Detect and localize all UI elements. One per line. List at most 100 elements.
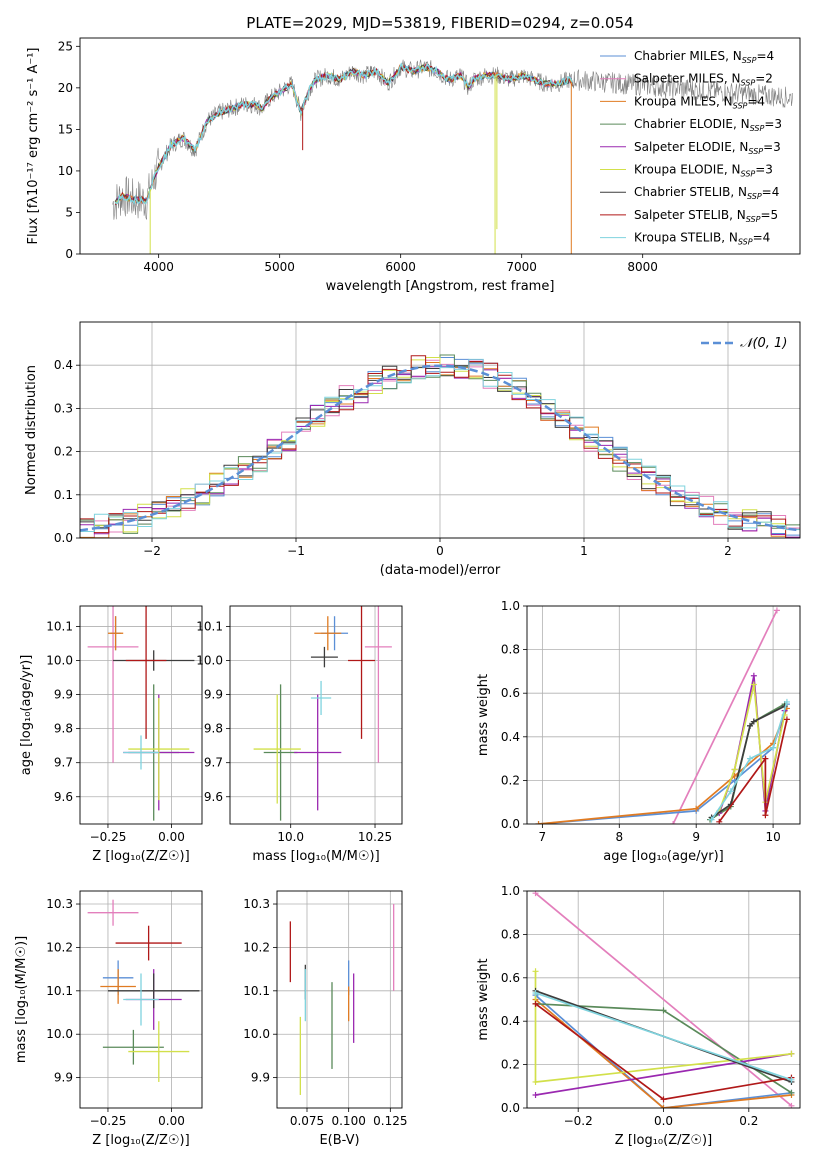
x-tick-label: 5000	[264, 260, 295, 274]
model-spectrum-kroupa-elodie	[114, 63, 573, 205]
mass-weight-marker	[532, 989, 539, 996]
plot-area	[535, 607, 790, 824]
y-tick-label: 10.1	[46, 984, 73, 998]
y-tick-label: 9.9	[204, 688, 223, 702]
y-tick-label: 10.2	[46, 940, 73, 954]
mass-weight-marker	[750, 718, 757, 725]
y-tick-label: 9.7	[204, 756, 223, 770]
x-axis-label: age [log₁₀(age/yr)]	[603, 849, 724, 864]
y-axis-label: mass weight	[476, 674, 491, 756]
errorbar-point-chabrier-stelib	[107, 973, 200, 1009]
mass-weight-marker	[727, 788, 734, 795]
age-vs-mass-panel: 10.0 10.25 9.6 9.7 9.8 9.9 10.0 10.1 mass [log₁₀…	[196, 605, 403, 864]
errorbar-point-salpeter-stelib	[125, 606, 167, 739]
legend-label-chabrier-miles: Chabrier MILES, NSSP=4	[634, 49, 774, 65]
mass-weight-marker	[770, 744, 777, 751]
errorbar-point-chabrier-stelib	[310, 646, 338, 668]
x-axis-label: Z [log₁₀(Z/Z☉)]	[615, 1133, 712, 1148]
spectrum-plot-area	[112, 59, 793, 254]
axes-frame	[79, 37, 801, 255]
y-tick-label: 10.3	[46, 897, 73, 911]
x-axis-label: Z [log₁₀(Z/Z☉)]	[92, 849, 189, 864]
x-tick-label: 10	[765, 830, 780, 844]
errorbar-point-salpeter-miles	[87, 606, 139, 763]
y-axis-label: mass [log₁₀(M/M☉)]	[14, 936, 29, 1063]
x-tick-label: 7000	[506, 260, 537, 274]
x-tick-label: 0.00	[158, 830, 185, 844]
model-spectrum-salpeter-elodie	[114, 65, 573, 204]
y-tick-label: 10.0	[196, 654, 223, 668]
y-tick-label: 10.3	[243, 897, 270, 911]
x-tick-label: 0	[436, 544, 444, 558]
x-tick-label: −0.25	[90, 1114, 127, 1128]
mass-vs-metallicity-panel: −0.25 0.00 9.9 10.0 10.1 10.2 10.3 Z [log₁₀(Z/Z…	[14, 890, 203, 1148]
y-tick-label: 10.1	[196, 619, 223, 633]
mass-weight-marker	[731, 766, 738, 773]
legend-label-chabrier-elodie: Chabrier ELODIE, NSSP=3	[634, 117, 782, 133]
errorbar-point-salpeter-elodie	[294, 694, 342, 811]
y-tick-label: 10.0	[243, 1027, 270, 1041]
spectrum-panel: 4000 5000 6000 7000 8000 0 5 10 15 20 25 wavelength…	[26, 37, 801, 294]
y-tick-label: 9.6	[204, 790, 223, 804]
mass-weight-marker	[783, 716, 790, 723]
y-tick-label: 20	[58, 81, 73, 95]
x-tick-label: 0.125	[373, 1114, 407, 1128]
model-spectrum-salpeter-stelib	[114, 63, 573, 205]
y-tick-label: 0.0	[54, 531, 73, 545]
x-tick-label: 6000	[385, 260, 416, 274]
x-axis-label: mass [log₁₀(M/M☉)]	[252, 849, 379, 864]
legend-label-salpeter-miles: Salpeter MILES, NSSP=2	[634, 72, 773, 88]
mass-weight-marker	[788, 1076, 795, 1083]
x-tick-label: −0.2	[564, 1114, 593, 1128]
y-tick-label: 0.8	[501, 927, 520, 941]
mass-weight-marker	[532, 1091, 539, 1098]
residual-histogram-kroupa-stelib	[80, 358, 800, 532]
mass-weight-marker	[788, 1089, 795, 1096]
mass-weight-marker	[708, 816, 715, 823]
plot-area	[289, 904, 395, 1095]
y-axis-label: Flux [fλ10⁻¹⁷ erg cm⁻² s⁻¹ A⁻¹]	[26, 48, 41, 245]
errorbar-point-kroupa-elodie	[253, 694, 301, 804]
x-axis-label: Z [log₁₀(Z/Z☉)]	[92, 1133, 189, 1148]
legend-label-chabrier-stelib: Chabrier STELIB, NSSP=4	[634, 185, 779, 201]
axes-frame	[526, 605, 801, 825]
mass-weight-marker	[762, 812, 769, 819]
x-tick-label: 8	[615, 830, 623, 844]
mass-weight-vs-age-panel: 7 8 9 10 0.0 0.2 0.4 0.6 0.8 1.0 age [log₁₀(age/yr…	[476, 599, 801, 864]
y-axis-label: age [log₁₀(age/yr)]	[19, 655, 34, 776]
y-tick-label: 0.0	[501, 1101, 520, 1115]
mass-weight-marker	[693, 805, 700, 812]
errorbar-point-kroupa-miles	[107, 616, 124, 651]
mass-weight-marker	[670, 821, 677, 824]
legend-label-kroupa-elodie: Kroupa ELODIE, NSSP=3	[634, 163, 773, 179]
axes-frame	[79, 890, 203, 1109]
mass-weight-line-chabrier-miles	[534, 994, 792, 1108]
observed-spectrum	[112, 59, 793, 220]
y-tick-label: 9.9	[251, 1071, 270, 1085]
errorbar-point-kroupa-stelib	[123, 973, 159, 1026]
y-tick-label: 9.8	[54, 722, 73, 736]
plot-area	[532, 891, 795, 1108]
errorbar-point-kroupa-elodie	[128, 1021, 190, 1082]
legend-label-normal: 𝒩(0, 1)	[740, 336, 787, 351]
y-tick-label: 0.6	[501, 686, 520, 700]
errorbar-point-chabrier-elodie	[263, 684, 298, 821]
y-tick-label: 9.8	[204, 722, 223, 736]
model-spectrum-chabrier-stelib	[114, 63, 573, 204]
x-tick-label: 10.0	[277, 830, 304, 844]
legend-label-salpeter-stelib: Salpeter STELIB, NSSP=5	[634, 208, 778, 224]
y-tick-label: 0.2	[501, 773, 520, 787]
y-tick-label: 1.0	[501, 599, 520, 613]
mass-weight-marker	[747, 755, 754, 762]
mass-vs-reddening-panel: 0.075 0.100 0.125 9.9 10.0 10.1 10.2 10.3 E(B-V)	[243, 890, 408, 1148]
model-spectrum-chabrier-elodie	[114, 64, 573, 204]
errorbar-point-kroupa-stelib	[123, 735, 159, 770]
errorbar-point-salpeter-miles	[87, 899, 139, 926]
axes-frame	[79, 605, 203, 825]
x-tick-label: 0.00	[158, 1114, 185, 1128]
x-tick-label: 10.25	[358, 830, 392, 844]
axes-frame	[229, 605, 403, 825]
y-tick-label: 10	[58, 164, 73, 178]
mass-weight-marker	[660, 1105, 667, 1108]
